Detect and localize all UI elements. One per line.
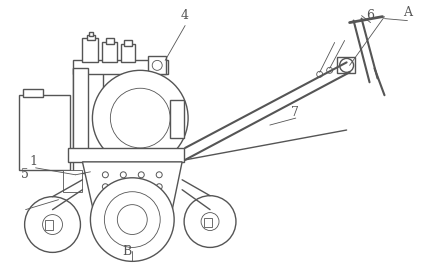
- Circle shape: [117, 205, 147, 234]
- Bar: [73, 68, 88, 153]
- Circle shape: [156, 172, 162, 178]
- Bar: [73, 60, 168, 74]
- Circle shape: [111, 88, 170, 148]
- Text: 6: 6: [366, 9, 374, 22]
- Bar: [19, 95, 71, 170]
- Circle shape: [130, 199, 136, 205]
- Text: A: A: [404, 6, 412, 19]
- Bar: [68, 148, 184, 162]
- Bar: [89, 31, 93, 36]
- Circle shape: [112, 199, 118, 205]
- Bar: [121, 44, 135, 62]
- Bar: [63, 170, 83, 192]
- Circle shape: [92, 70, 188, 166]
- Circle shape: [43, 215, 63, 234]
- Circle shape: [138, 184, 144, 190]
- Circle shape: [103, 184, 108, 190]
- Bar: [23, 89, 43, 97]
- Circle shape: [91, 178, 174, 261]
- Circle shape: [317, 71, 323, 77]
- Circle shape: [201, 213, 219, 231]
- Bar: [83, 38, 99, 62]
- Circle shape: [184, 196, 236, 247]
- Circle shape: [340, 58, 353, 72]
- Bar: [124, 40, 132, 46]
- Circle shape: [24, 197, 80, 252]
- Circle shape: [104, 192, 160, 247]
- Circle shape: [152, 60, 162, 70]
- Bar: [170, 100, 184, 138]
- Text: 7: 7: [291, 106, 299, 119]
- Text: 4: 4: [180, 9, 188, 22]
- Bar: [148, 56, 166, 74]
- Circle shape: [148, 199, 154, 205]
- Bar: [73, 68, 103, 173]
- Circle shape: [148, 209, 154, 215]
- Circle shape: [112, 209, 118, 215]
- Bar: [87, 34, 95, 40]
- Bar: [44, 220, 52, 230]
- Text: B: B: [122, 245, 131, 258]
- Bar: [107, 38, 115, 44]
- Circle shape: [138, 172, 144, 178]
- Polygon shape: [83, 162, 182, 220]
- Circle shape: [120, 184, 126, 190]
- Bar: [337, 57, 355, 73]
- Circle shape: [130, 209, 136, 215]
- Text: 5: 5: [21, 168, 29, 181]
- Bar: [204, 218, 212, 227]
- Circle shape: [103, 172, 108, 178]
- Circle shape: [327, 67, 333, 73]
- Circle shape: [156, 184, 162, 190]
- Text: 1: 1: [30, 155, 38, 167]
- Circle shape: [120, 172, 126, 178]
- Bar: [103, 43, 117, 62]
